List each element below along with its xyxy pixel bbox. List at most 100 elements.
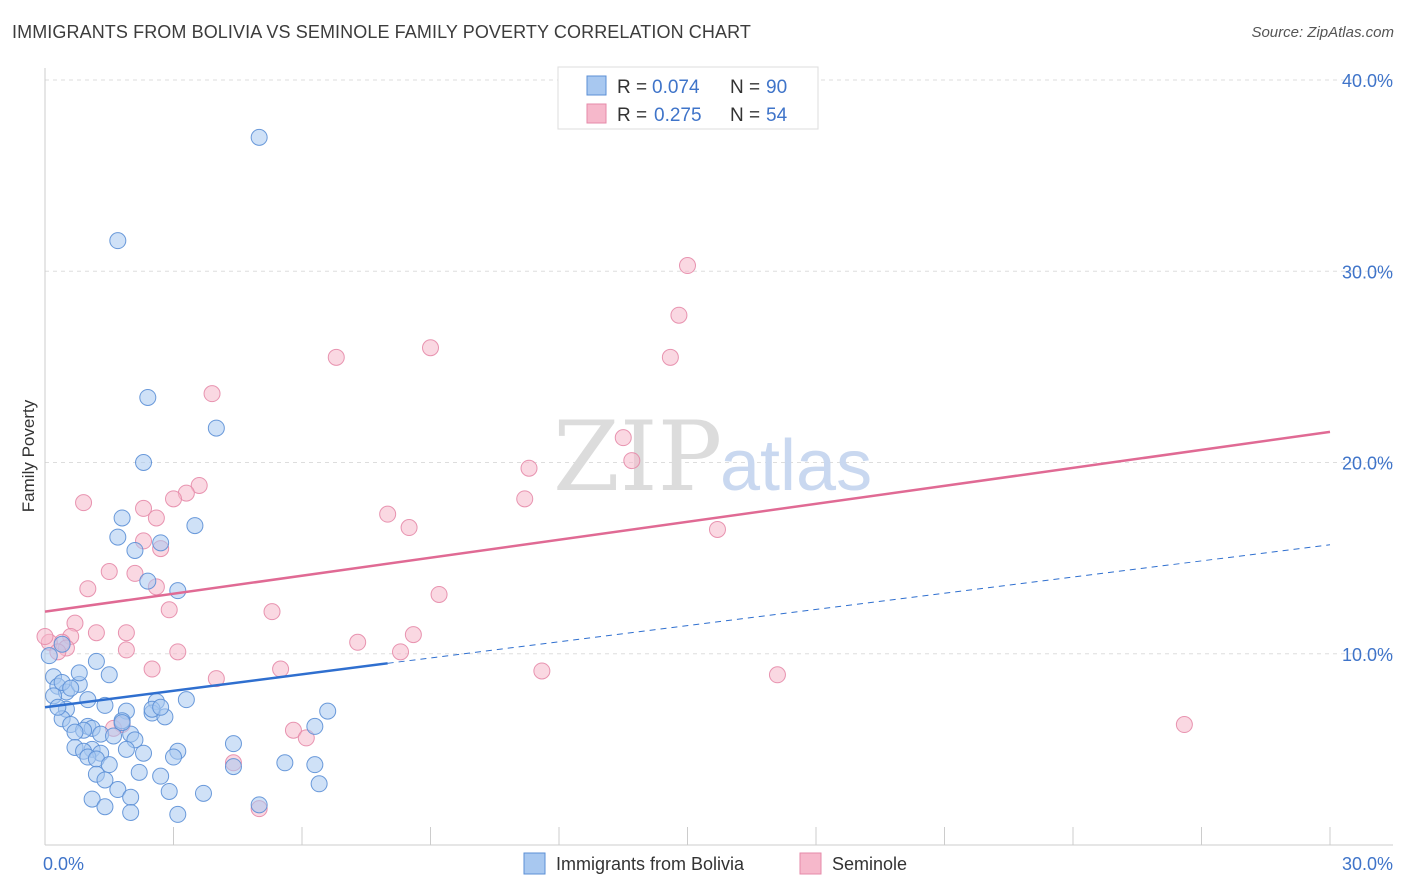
bolivia-point-53 [306, 756, 324, 774]
bolivia-point-12 [87, 652, 105, 670]
y-axis-label: Family Poverty [19, 399, 38, 512]
seminole-point-27 [263, 603, 281, 621]
bolivia-point-5 [113, 509, 131, 527]
seminole-point-16 [147, 509, 165, 527]
bottom-legend-swatch-seminole [799, 852, 822, 875]
bolivia-point-77 [53, 635, 71, 653]
legend-swatch-seminole [586, 103, 607, 124]
seminole-point-7 [623, 452, 641, 470]
legend-n-label-seminole: N = [730, 105, 760, 126]
seminole-trend-line [44, 430, 1331, 613]
seminole-point-40 [143, 660, 161, 678]
seminole-point-49 [1175, 716, 1193, 734]
bolivia-point-11 [169, 582, 187, 600]
bolivia-point-69 [319, 702, 337, 720]
bolivia-point-55 [130, 763, 148, 781]
seminole-point-22 [100, 563, 118, 581]
bottom-legend-swatch-bolivia [523, 852, 546, 875]
chart-source: Source: ZipAtlas.com [1251, 24, 1394, 41]
seminole-point-13 [75, 494, 93, 512]
seminole-point-21 [126, 564, 144, 582]
bolivia-point-9 [126, 541, 144, 559]
seminole-point-30 [87, 624, 105, 642]
legend-r-label-bolivia: R = [617, 77, 647, 98]
legend-r-label-seminole: R = [617, 105, 647, 126]
y-tick-label-2: 30.0% [1342, 262, 1393, 282]
seminole-point-25 [430, 585, 448, 603]
bolivia-point-66 [96, 798, 114, 816]
seminole-point-18 [708, 520, 726, 538]
seminole-point-3 [422, 339, 439, 357]
seminole-point-11 [165, 490, 182, 508]
legend-r-value-seminole: 0.275 [654, 105, 702, 126]
bolivia-point-61 [160, 782, 178, 800]
bolivia-point-43 [117, 740, 135, 758]
bolivia-point-19 [62, 679, 80, 697]
bolivia-point-57 [152, 767, 170, 785]
watermark: ZIP atlas [553, 401, 872, 513]
seminole-point-6 [614, 429, 632, 447]
bolivia-point-58 [96, 771, 114, 789]
bolivia-point-47 [135, 744, 153, 762]
seminole-point-36 [117, 641, 135, 659]
seminole-points [36, 257, 1193, 818]
seminole-point-1 [670, 306, 688, 324]
seminole-point-31 [404, 626, 422, 644]
bolivia-point-62 [194, 784, 212, 802]
bolivia-trend-extension [387, 544, 1331, 664]
bolivia-point-65 [250, 796, 268, 814]
bolivia-point-35 [66, 723, 84, 741]
legend-n-value-seminole: 54 [766, 105, 788, 126]
bolivia-point-60 [109, 781, 127, 799]
bolivia-point-54 [224, 758, 242, 776]
bolivia-points [40, 128, 337, 823]
seminole-point-44 [207, 670, 225, 688]
bolivia-point-2 [139, 388, 157, 406]
seminole-point-0 [679, 257, 696, 275]
legend-swatch-bolivia [586, 75, 607, 96]
seminole-point-51 [36, 628, 54, 646]
seminole-point-33 [349, 633, 367, 651]
bottom-legend-label-bolivia: Immigrants from Bolivia [556, 854, 745, 874]
legend-n-value-bolivia: 90 [766, 77, 787, 98]
bolivia-point-6 [186, 517, 204, 535]
seminole-point-41 [272, 660, 290, 678]
bolivia-point-21 [79, 691, 97, 709]
legend-r-value-bolivia: 0.074 [652, 77, 700, 98]
bolivia-point-3 [207, 419, 225, 437]
bolivia-point-63 [122, 788, 140, 806]
bolivia-point-64 [83, 790, 101, 808]
y-tick-labels: 10.0% 20.0% 30.0% 40.0% [1342, 71, 1393, 665]
seminole-point-15 [379, 505, 397, 523]
seminole-point-29 [117, 624, 135, 642]
bolivia-trend-line [44, 662, 388, 709]
axes [44, 68, 1393, 846]
bolivia-point-72 [152, 698, 170, 716]
bolivia-point-10 [139, 572, 157, 590]
bolivia-point-40 [224, 735, 242, 753]
seminole-point-12 [516, 490, 534, 508]
seminole-point-9 [190, 476, 208, 494]
bolivia-point-76 [40, 647, 58, 665]
bolivia-point-52 [276, 754, 294, 772]
bolivia-point-68 [169, 805, 187, 823]
seminole-point-2 [661, 348, 679, 366]
seminole-point-4 [327, 348, 345, 366]
x-tick-labels: 0.0% 30.0% [43, 854, 1393, 874]
bolivia-point-67 [122, 803, 140, 821]
bolivia-point-75 [70, 664, 88, 682]
bolivia-point-4 [135, 454, 153, 471]
seminole-point-17 [400, 519, 418, 537]
bolivia-point-7 [109, 528, 127, 546]
bolivia-point-25 [177, 691, 195, 709]
seminole-point-37 [169, 643, 187, 661]
chart-title: IMMIGRANTS FROM BOLIVIA VS SEMINOLE FAMI… [12, 22, 751, 42]
y-tick-label-3: 40.0% [1342, 71, 1393, 91]
bolivia-point-59 [310, 775, 328, 793]
bolivia-point-8 [152, 534, 170, 552]
bolivia-point-18 [100, 666, 118, 684]
bolivia-point-38 [105, 727, 123, 745]
trend-lines [44, 430, 1331, 709]
seminole-point-8 [520, 459, 538, 477]
